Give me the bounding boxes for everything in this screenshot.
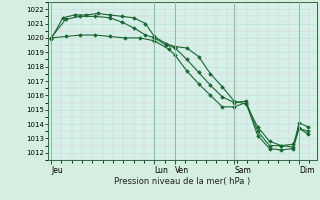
X-axis label: Pression niveau de la mer( hPa ): Pression niveau de la mer( hPa ): [114, 177, 251, 186]
